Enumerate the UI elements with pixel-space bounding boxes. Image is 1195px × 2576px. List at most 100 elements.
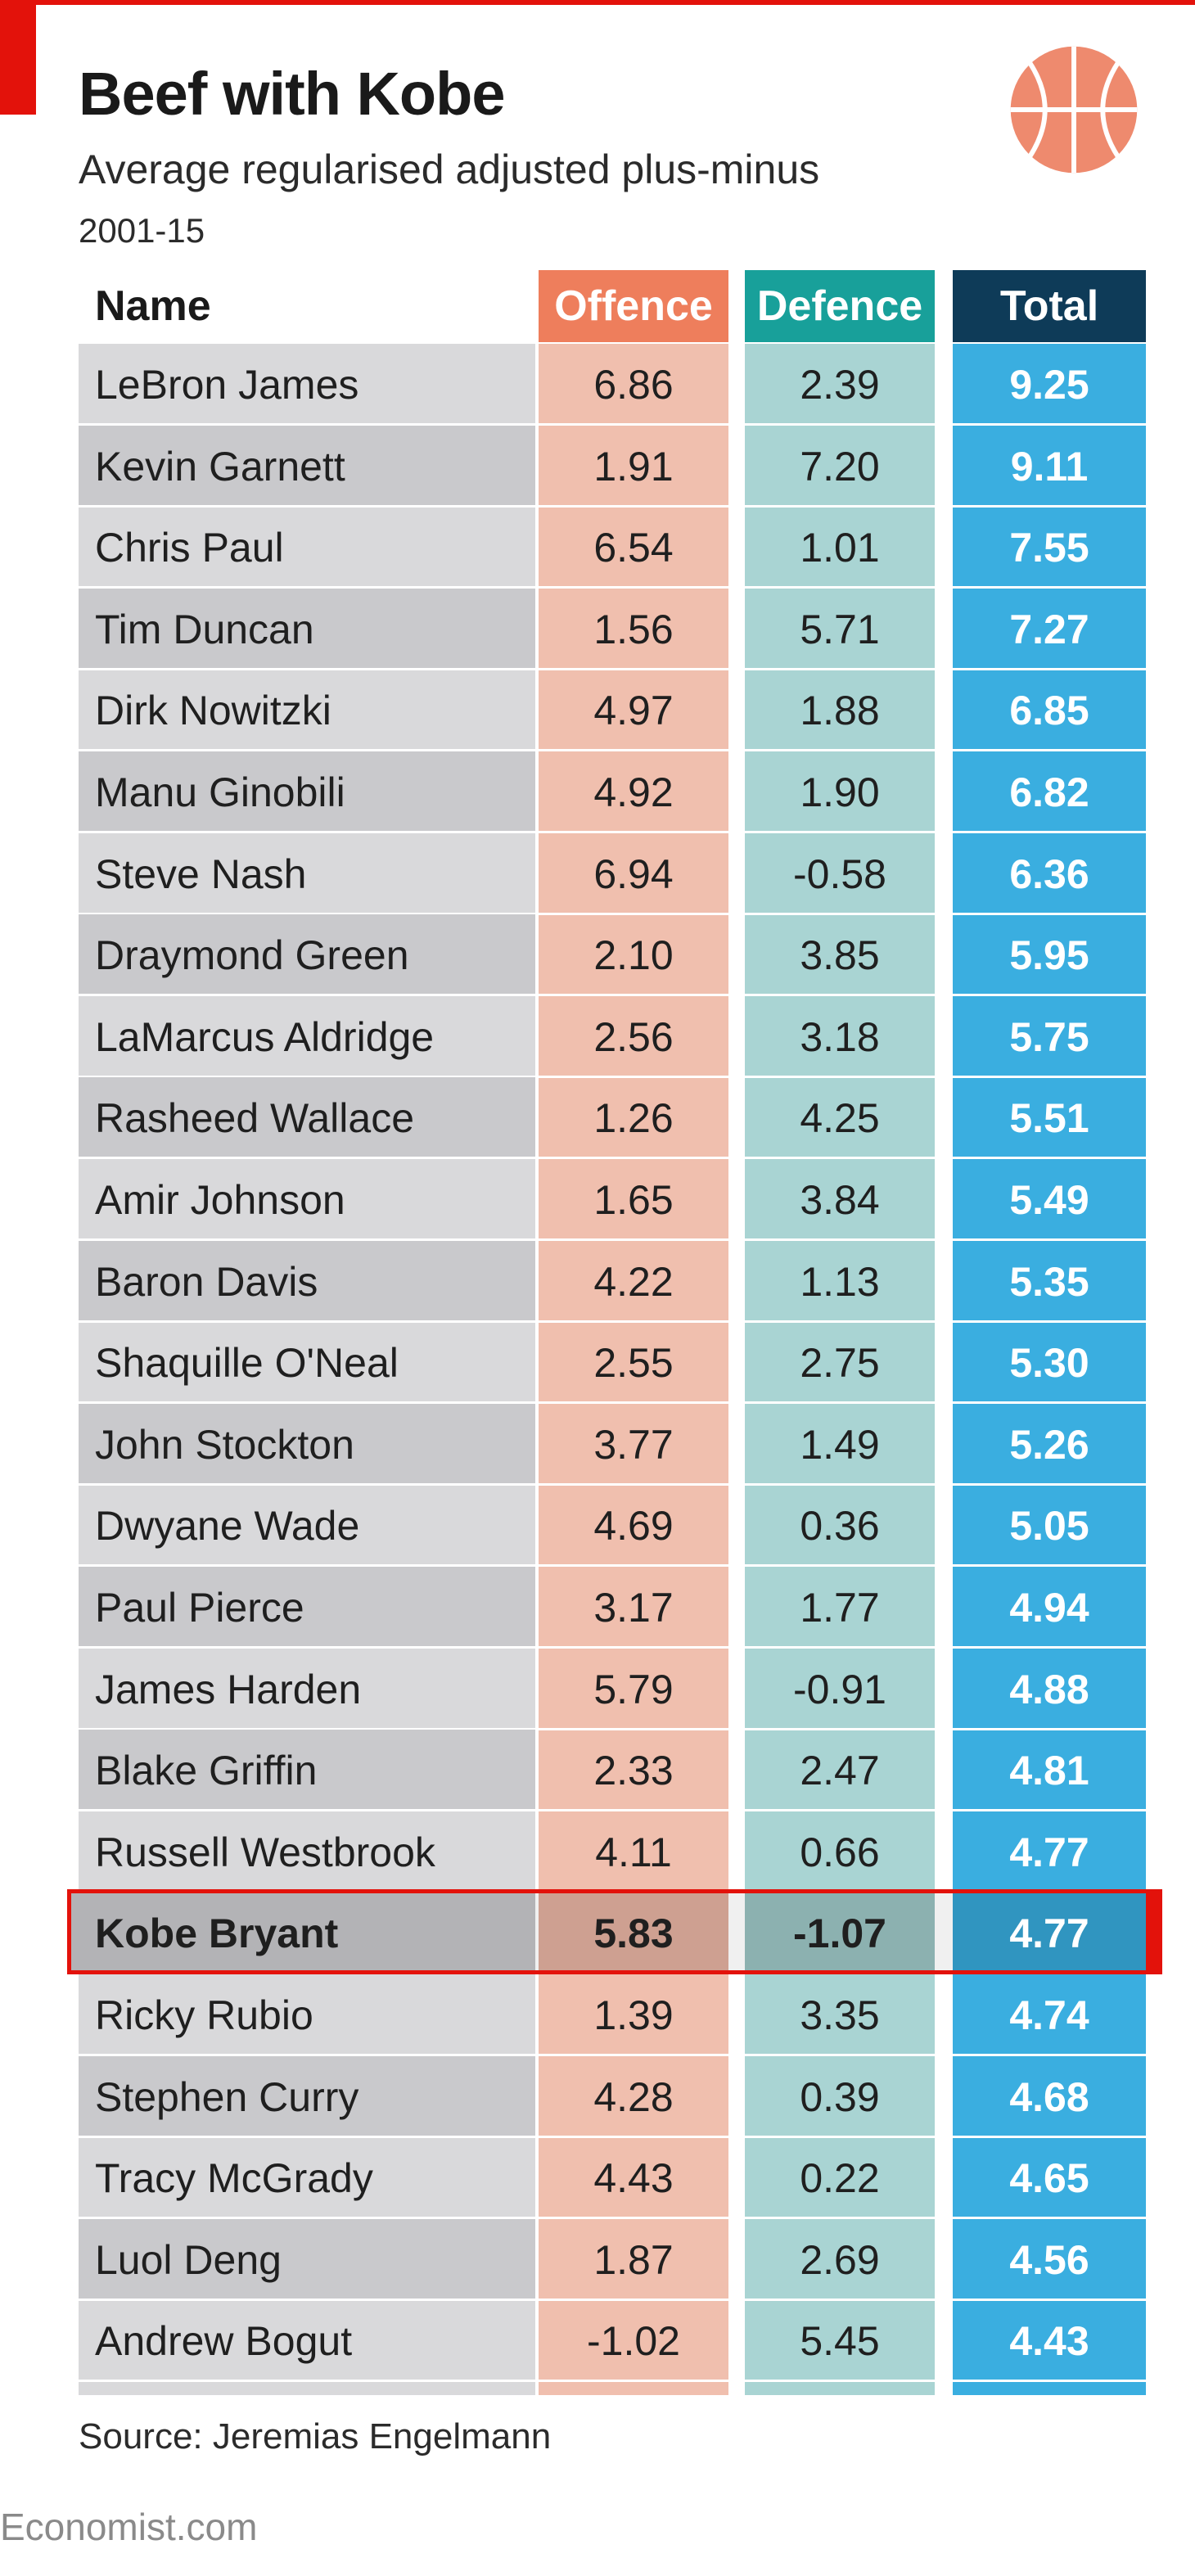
row-shade — [79, 1730, 535, 1812]
name-cell: LaMarcus Aldridge — [95, 1013, 435, 1060]
name-cell: Tim Duncan — [95, 606, 314, 652]
total-cell: 7.55 — [1009, 525, 1089, 571]
name-cell: Dwyane Wade — [95, 1503, 360, 1550]
table-row: Tim Duncan 1.56 5.71 7.27 — [0, 588, 1195, 670]
row-shade — [79, 2218, 535, 2301]
table-row: Andrew Bogut -1.02 5.45 4.43 — [0, 2300, 1195, 2383]
highlight-frame — [67, 1889, 1156, 1975]
offence-cell: 2.56 — [593, 1013, 674, 1060]
total-cell: 7.27 — [1009, 606, 1089, 652]
name-cell: Manu Ginobili — [95, 769, 345, 815]
top-rule — [0, 0, 1195, 5]
defence-cell: 0.36 — [800, 1503, 880, 1550]
row-separator — [79, 423, 1146, 426]
offence-cell: 2.10 — [593, 932, 674, 979]
row-separator — [79, 831, 1146, 833]
name-cell: Kevin Garnett — [95, 443, 345, 489]
defence-cell: -0.91 — [793, 1666, 886, 1712]
total-cell: 5.26 — [1009, 1421, 1089, 1468]
total-cell: 6.82 — [1009, 769, 1089, 815]
table-row: Dirk Nowitzki 4.97 1.88 6.85 — [0, 670, 1195, 752]
table-row: Amir Johnson 1.65 3.84 5.49 — [0, 1159, 1195, 1241]
defence-cell: 2.39 — [800, 362, 880, 408]
name-cell: James Harden — [95, 1666, 362, 1712]
name-cell: John Stockton — [95, 1421, 354, 1468]
header-name: Name — [95, 282, 211, 330]
total-cell: 4.81 — [1009, 1748, 1089, 1794]
row-separator — [79, 2298, 1146, 2301]
offence-cell: 2.55 — [593, 1340, 674, 1387]
total-cell: 4.65 — [1009, 2155, 1089, 2202]
offence-cell: 3.77 — [593, 1421, 674, 1468]
row-separator — [79, 586, 1146, 589]
name-cell: Russell Westbrook — [95, 1829, 435, 1875]
name-cell: Draymond Green — [95, 932, 409, 979]
total-cell: 6.85 — [1009, 688, 1089, 734]
offence-cell: 5.83 — [593, 1911, 674, 1957]
name-cell: Andrew Bogut — [95, 2318, 353, 2365]
defence-cell: 2.69 — [800, 2236, 880, 2283]
total-cell: 4.68 — [1009, 2073, 1089, 2120]
header-total: Total — [953, 270, 1146, 342]
offence-cell: 3.17 — [593, 1585, 674, 1631]
total-column-background — [953, 344, 1146, 2395]
row-separator — [79, 1564, 1146, 1568]
basketball-icon — [1010, 46, 1138, 174]
name-cell: Stephen Curry — [95, 2073, 359, 2120]
offence-cell: 1.87 — [593, 2236, 674, 2283]
offence-cell: -1.02 — [587, 2318, 680, 2365]
hl-off-fill — [539, 1893, 728, 1971]
table-row: Tracy McGrady 4.43 0.22 4.65 — [0, 2137, 1195, 2220]
hl-name-fill — [71, 1893, 535, 1971]
row-separator — [79, 1646, 1146, 1649]
defence-cell: 1.88 — [800, 688, 880, 734]
row-separator — [79, 667, 1146, 670]
total-cell: 4.43 — [1009, 2318, 1089, 2365]
defence-cell: 4.25 — [800, 1095, 880, 1142]
offence-cell: 6.86 — [593, 362, 674, 408]
offence-cell: 1.91 — [593, 443, 674, 489]
row-separator — [79, 2054, 1146, 2056]
name-cell: Ricky Rubio — [95, 1992, 313, 2038]
chart-title: Beef with Kobe — [79, 60, 505, 128]
row-separator — [79, 1809, 1146, 1812]
offence-cell: 5.79 — [593, 1666, 674, 1712]
row-shade — [79, 751, 535, 833]
source-note: Source: Jeremias Engelmann — [79, 2416, 552, 2456]
table-row-highlighted: Kobe Bryant 5.83 -1.07 4.77 — [0, 1889, 1195, 1975]
row-separator — [79, 1157, 1146, 1160]
defence-cell: 5.45 — [800, 2318, 880, 2365]
row-shade — [79, 588, 535, 670]
table-row: Paul Pierce 3.17 1.77 4.94 — [0, 1567, 1195, 1649]
offence-cell: 1.56 — [593, 606, 674, 652]
table-row: Ricky Rubio 1.39 3.35 4.74 — [0, 1974, 1195, 2056]
row-shade — [79, 1240, 535, 1323]
offence-cell: 4.22 — [593, 1258, 674, 1305]
table-row: Rasheed Wallace 1.26 4.25 5.51 — [0, 1077, 1195, 1160]
chart-years: 2001-15 — [79, 211, 205, 250]
total-cell: 4.77 — [1009, 1911, 1089, 1957]
hl-def-fill — [745, 1893, 935, 1971]
table-row: Draymond Green 2.10 3.85 5.95 — [0, 914, 1195, 997]
total-cell: 5.95 — [1009, 932, 1089, 979]
defence-cell: -1.07 — [793, 1911, 886, 1957]
total-cell: 4.56 — [1009, 2236, 1089, 2283]
offence-cell: 4.28 — [593, 2073, 674, 2120]
table-row: Baron Davis 4.22 1.13 5.35 — [0, 1240, 1195, 1323]
offence-cell: 6.94 — [593, 850, 674, 897]
total-cell: 5.05 — [1009, 1503, 1089, 1550]
defence-cell: 5.71 — [800, 606, 880, 652]
defence-cell: 3.18 — [800, 1013, 880, 1060]
defence-column-background — [745, 344, 935, 2395]
offence-column-background — [539, 344, 728, 2395]
table-row: Stephen Curry 4.28 0.39 4.68 — [0, 2055, 1195, 2138]
offence-cell: 1.39 — [593, 1992, 674, 2038]
row-separator — [79, 2380, 1146, 2383]
total-cell: 5.35 — [1009, 1258, 1089, 1305]
row-separator — [79, 749, 1146, 752]
defence-cell: 3.85 — [800, 932, 880, 979]
defence-cell: 0.22 — [800, 2155, 880, 2202]
offence-cell: 4.43 — [593, 2155, 674, 2202]
name-cell: Amir Johnson — [95, 1177, 345, 1223]
table-row: Manu Ginobili 4.92 1.90 6.82 — [0, 751, 1195, 833]
